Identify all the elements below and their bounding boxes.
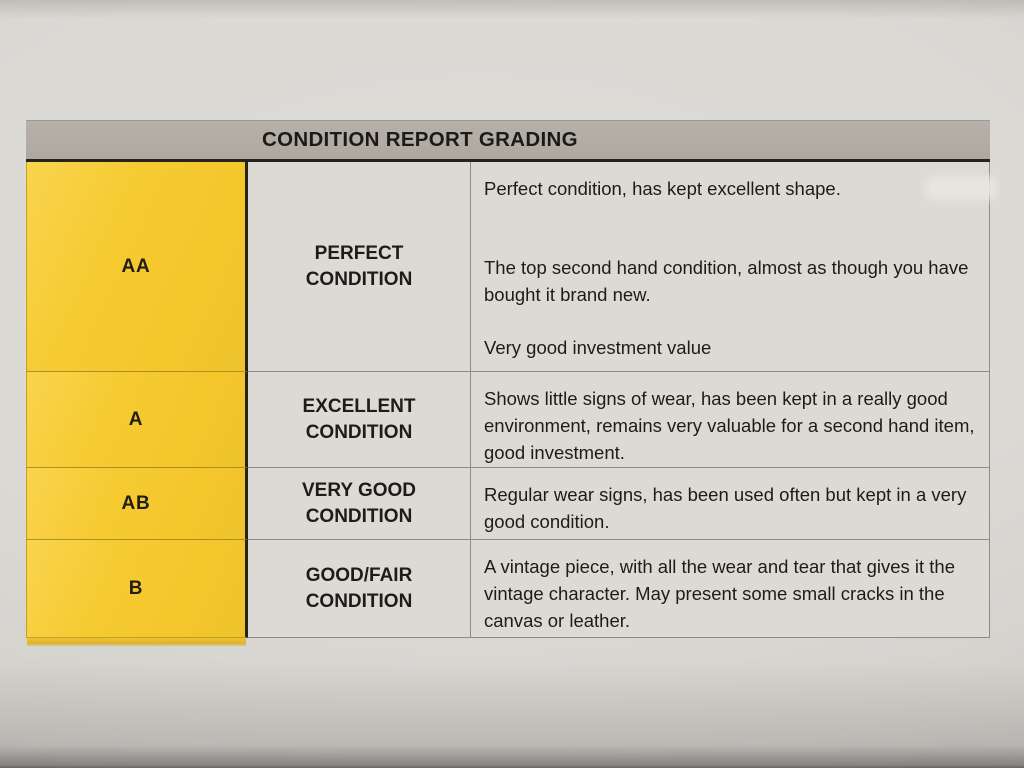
description-paragraph: Very good investment value [484, 337, 712, 358]
description-cell-b: A vintage piece, with all the wear and t… [470, 540, 990, 638]
grade-cell-aa: AA [26, 162, 248, 372]
condition-label: EXCELLENT CONDITION [302, 395, 416, 443]
description-paragraph: The top second hand condition, almost as… [484, 257, 969, 305]
description-cell-ab: Regular wear signs, has been used often … [470, 468, 990, 540]
description-paragraph: Regular wear signs, has been used often … [484, 484, 967, 532]
whiteout-patch [926, 176, 996, 200]
grade-label: AB [121, 492, 151, 514]
description-paragraph: A vintage piece, with all the wear and t… [484, 556, 956, 631]
condition-label: GOOD/FAIR CONDITION [305, 564, 413, 612]
grade-cell-a: A [26, 372, 248, 468]
description-paragraph: Shows little signs of wear, has been kep… [484, 388, 975, 463]
condition-cell-a: EXCELLENT CONDITION [248, 372, 470, 468]
grade-cell-ab: AB [26, 468, 248, 540]
grade-cell-b: B [26, 540, 248, 638]
table-title: CONDITION REPORT GRADING [262, 128, 578, 151]
condition-grading-table: CONDITION REPORT GRADING AA PERFECT COND… [26, 120, 990, 638]
description-paragraph: Perfect condition, has kept excellent sh… [484, 178, 841, 199]
condition-cell-aa: PERFECT CONDITION [248, 162, 470, 372]
yellow-column-overhang [27, 638, 246, 646]
description-cell-a: Shows little signs of wear, has been kep… [470, 372, 990, 468]
condition-cell-ab: VERY GOOD CONDITION [248, 468, 470, 540]
condition-label: VERY GOOD CONDITION [301, 479, 417, 527]
grade-label: B [128, 577, 144, 599]
grade-label: A [128, 408, 144, 430]
condition-cell-b: GOOD/FAIR CONDITION [248, 540, 470, 638]
grade-label: AA [121, 255, 151, 277]
table-header-bar: CONDITION REPORT GRADING [26, 120, 990, 162]
condition-label: PERFECT CONDITION [305, 242, 413, 290]
description-cell-aa: Perfect condition, has kept excellent sh… [470, 162, 990, 372]
